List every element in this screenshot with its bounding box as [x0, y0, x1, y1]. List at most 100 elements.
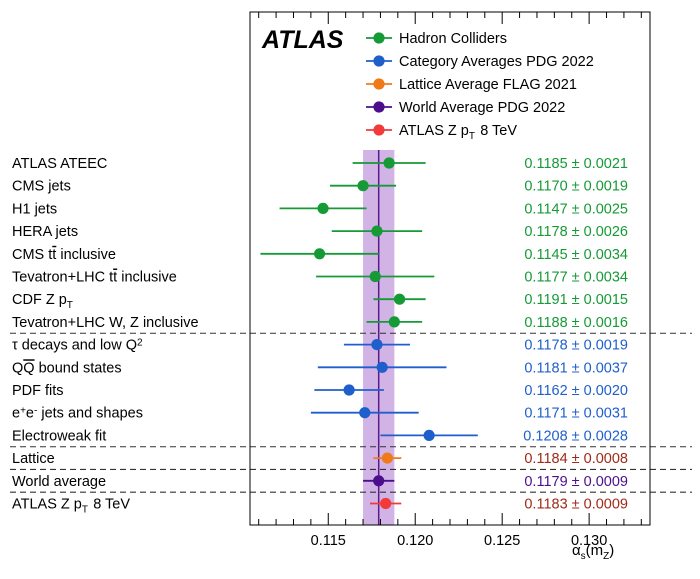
label-text: Q: [12, 360, 23, 376]
overlined-q: Q: [23, 360, 34, 376]
measurement-label: PDF fits: [12, 383, 64, 399]
label-text: Lattice: [12, 451, 55, 467]
data-point: [369, 270, 381, 283]
value-label: 0.1178 ± 0.0019: [524, 338, 628, 354]
label-text: World average: [12, 474, 106, 490]
data-point: [383, 157, 395, 169]
value-label: 0.1147 ± 0.0025: [524, 201, 628, 217]
label-text: ATLAS ATEEC: [12, 156, 107, 172]
legend-marker: [373, 124, 385, 136]
value-label: 0.1208 ± 0.0028: [523, 428, 628, 444]
label-text: p: [59, 292, 67, 308]
xlabel-sub-z: Z: [603, 551, 609, 562]
value-label: 0.1171 ± 0.0031: [524, 406, 628, 422]
label-text: bound states: [35, 360, 122, 376]
value-label: 0.1145 ± 0.0034: [524, 247, 628, 263]
group-separators: [10, 332, 692, 493]
measurement-label: CMS tt inclusive: [12, 247, 116, 263]
label-text: CMS: [12, 247, 48, 263]
label-text: Hadron Colliders: [399, 31, 507, 47]
value-label: 0.1183 ± 0.0009: [524, 497, 628, 513]
label-text: Lattice Average FLAG 2021: [399, 77, 577, 93]
x-axis: 0.115 0.120 0.125 0.130: [258, 12, 642, 549]
label-text: p: [74, 497, 82, 513]
legend: Hadron Colliders Category Averages PDG 20…: [366, 31, 594, 142]
value-label: 0.1184 ± 0.0008: [524, 451, 628, 467]
legend-marker: [373, 78, 385, 90]
label-text: Electroweak fit: [12, 428, 106, 444]
data-point: [380, 497, 392, 510]
label-text: 8 TeV: [89, 497, 130, 513]
value-label: 0.1188 ± 0.0016: [524, 315, 628, 331]
xlabel-alpha: α: [572, 542, 581, 559]
value-label: 0.1179 ± 0.0009: [524, 474, 628, 490]
data-points: [313, 157, 435, 510]
measurement-label: τ decays and low Q2: [12, 337, 143, 354]
value-label: 0.1191 ± 0.0015: [524, 292, 628, 308]
subscript-t: T: [82, 504, 88, 515]
superscript-minus: -: [34, 405, 37, 416]
label-text: t: [48, 247, 52, 263]
value-label: 0.1177 ± 0.0034: [524, 270, 628, 286]
value-label: 0.1181 ± 0.0037: [524, 360, 628, 376]
label-text: e: [26, 406, 34, 422]
data-point: [313, 248, 326, 260]
label-text: p: [461, 123, 469, 139]
label-text: Q: [126, 338, 137, 354]
label-text: ATLAS Z: [12, 497, 74, 513]
data-point: [423, 429, 435, 441]
overlined-t: t: [52, 247, 56, 263]
value-label: 0.1178 ± 0.0026: [524, 224, 628, 240]
value-labels: 0.1185 ± 0.0021 0.1170 ± 0.0019 0.1147 ± 0…: [523, 156, 628, 513]
legend-label: Category Averages PDG 2022: [399, 54, 594, 70]
x-axis-label: αs(mZ): [572, 542, 614, 562]
measurement-label: QQ bound states: [12, 360, 122, 376]
overlined-t: t: [113, 270, 117, 286]
measurement-label: Tevatron+LHC W, Z inclusive: [12, 315, 199, 331]
value-label: 0.1185 ± 0.0021: [524, 156, 628, 172]
measurement-label: e+e- jets and shapes: [12, 405, 143, 422]
xlabel-sub-s: s: [581, 551, 586, 562]
measurement-label: Electroweak fit: [12, 428, 106, 444]
superscript-2: 2: [137, 337, 143, 348]
legend-label: Lattice Average FLAG 2021: [399, 77, 577, 93]
data-point: [371, 225, 383, 237]
label-text: t: [109, 270, 113, 286]
label-text: CMS jets: [12, 179, 71, 195]
data-point: [376, 361, 388, 373]
measurement-label: ATLAS Z pT 8 TeV: [12, 497, 130, 516]
label-text: Tevatron+LHC: [12, 270, 109, 286]
data-point: [373, 475, 385, 487]
label-text: jets and shapes: [37, 406, 143, 422]
x-tick-label: 0.130: [571, 533, 607, 549]
label-text: inclusive: [56, 247, 116, 263]
label-text: inclusive: [117, 270, 177, 286]
legend-label: World Average PDG 2022: [399, 100, 565, 116]
label-text: 8 TeV: [476, 123, 517, 139]
label-text: PDF fits: [12, 383, 64, 399]
measurement-label: Tevatron+LHC tt inclusive: [12, 270, 177, 286]
measurement-label: ATLAS ATEEC: [12, 156, 107, 172]
measurement-label: Lattice: [12, 451, 55, 467]
label-text: e: [12, 406, 20, 422]
data-point: [393, 293, 406, 305]
value-label: 0.1162 ± 0.0020: [524, 383, 628, 399]
x-tick-label: 0.115: [311, 533, 346, 549]
data-point: [359, 407, 371, 419]
legend-label: Hadron Colliders: [399, 31, 507, 47]
data-point: [317, 202, 329, 214]
legend-marker: [373, 101, 385, 113]
label-text: Category Averages PDG 2022: [399, 54, 594, 70]
measurement-label: HERA jets: [12, 224, 78, 240]
label-text: τ decays and low: [12, 338, 126, 354]
measurement-label: World average: [12, 474, 106, 490]
measurement-labels: ATLAS ATEEC CMS jets H1 jets HERA jets CMS t…: [12, 156, 199, 515]
measurement-label: CMS jets: [12, 179, 71, 195]
spacer: [73, 292, 74, 308]
data-point: [388, 316, 400, 328]
label-text: H1 jets: [12, 201, 57, 217]
x-tick-label: 0.120: [397, 533, 433, 549]
label-text: ATLAS Z: [399, 123, 461, 139]
world-average-band-layer: [363, 150, 395, 525]
